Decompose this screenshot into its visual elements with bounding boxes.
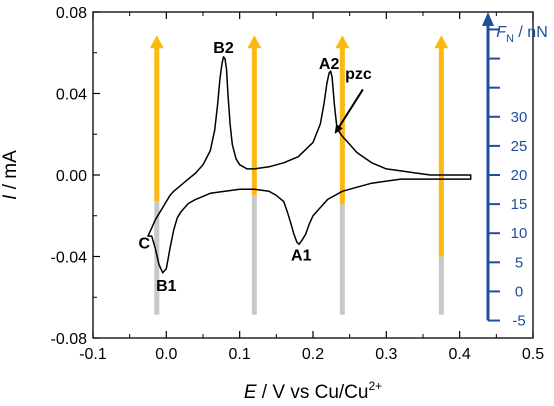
pzc-arrow — [334, 88, 364, 134]
right-tick-label: 20 — [511, 167, 528, 184]
cv-curve-1 — [147, 56, 472, 274]
right-force-axis: -5 0 5 10 15 20 25 30 — [482, 12, 527, 330]
x-tick-label: 0.4 — [449, 346, 471, 363]
right-tick-label: 25 — [511, 138, 528, 155]
y-tick-label: -0.04 — [51, 250, 88, 267]
right-tick-label: 30 — [511, 109, 528, 126]
x-axis-title: E / V vs Cu/Cu2+ — [244, 379, 382, 403]
y-axis-title: I / mA — [0, 150, 21, 200]
y-tick-label: 0.04 — [56, 87, 87, 104]
x-tick-label: 0.3 — [375, 346, 397, 363]
force-bar-arrowhead-1 — [149, 35, 164, 49]
force-bar-arrowhead-3 — [335, 35, 350, 49]
right-tick-label: 10 — [511, 225, 528, 242]
right-tick-label: -5 — [512, 313, 525, 330]
right-tick-label: 0 — [515, 283, 523, 300]
x-tick-label: 0.5 — [522, 346, 544, 363]
peak-annotations: B2 A2 pzc C B1 A1 — [139, 40, 372, 295]
y-tick-label: -0.08 — [51, 331, 88, 348]
peak-label-b2: B2 — [213, 40, 234, 57]
right-tick-label: 5 — [515, 254, 523, 271]
peak-label-a1: A1 — [291, 248, 312, 265]
x-tick-label: 0.0 — [155, 346, 177, 363]
x-tick-label: 0.1 — [229, 346, 251, 363]
y-tick-label: 0.00 — [56, 168, 87, 185]
right-axis-title: FN / nN — [496, 24, 548, 45]
peak-label-b1: B1 — [156, 278, 177, 295]
cv-series — [147, 56, 472, 274]
y-tick-label: 0.08 — [56, 5, 87, 22]
x-tick-label: 0.2 — [302, 346, 324, 363]
x-tick-label: -0.1 — [79, 346, 107, 363]
right-tick-label: 15 — [511, 196, 528, 213]
x-axis-ticks: -0.1 0.0 0.1 0.2 0.3 0.4 0.5 — [79, 12, 544, 363]
force-bar-arrowhead-2 — [247, 35, 262, 49]
right-axis-arrowhead — [482, 12, 494, 26]
force-bars — [149, 35, 449, 315]
peak-label-c: C — [139, 235, 151, 252]
peak-label-pzc: pzc — [345, 66, 372, 83]
y-axis-ticks: -0.08 -0.04 0.00 0.04 0.08 — [51, 5, 100, 348]
peak-label-a2: A2 — [319, 56, 340, 73]
force-bar-arrowhead-4 — [434, 35, 449, 49]
